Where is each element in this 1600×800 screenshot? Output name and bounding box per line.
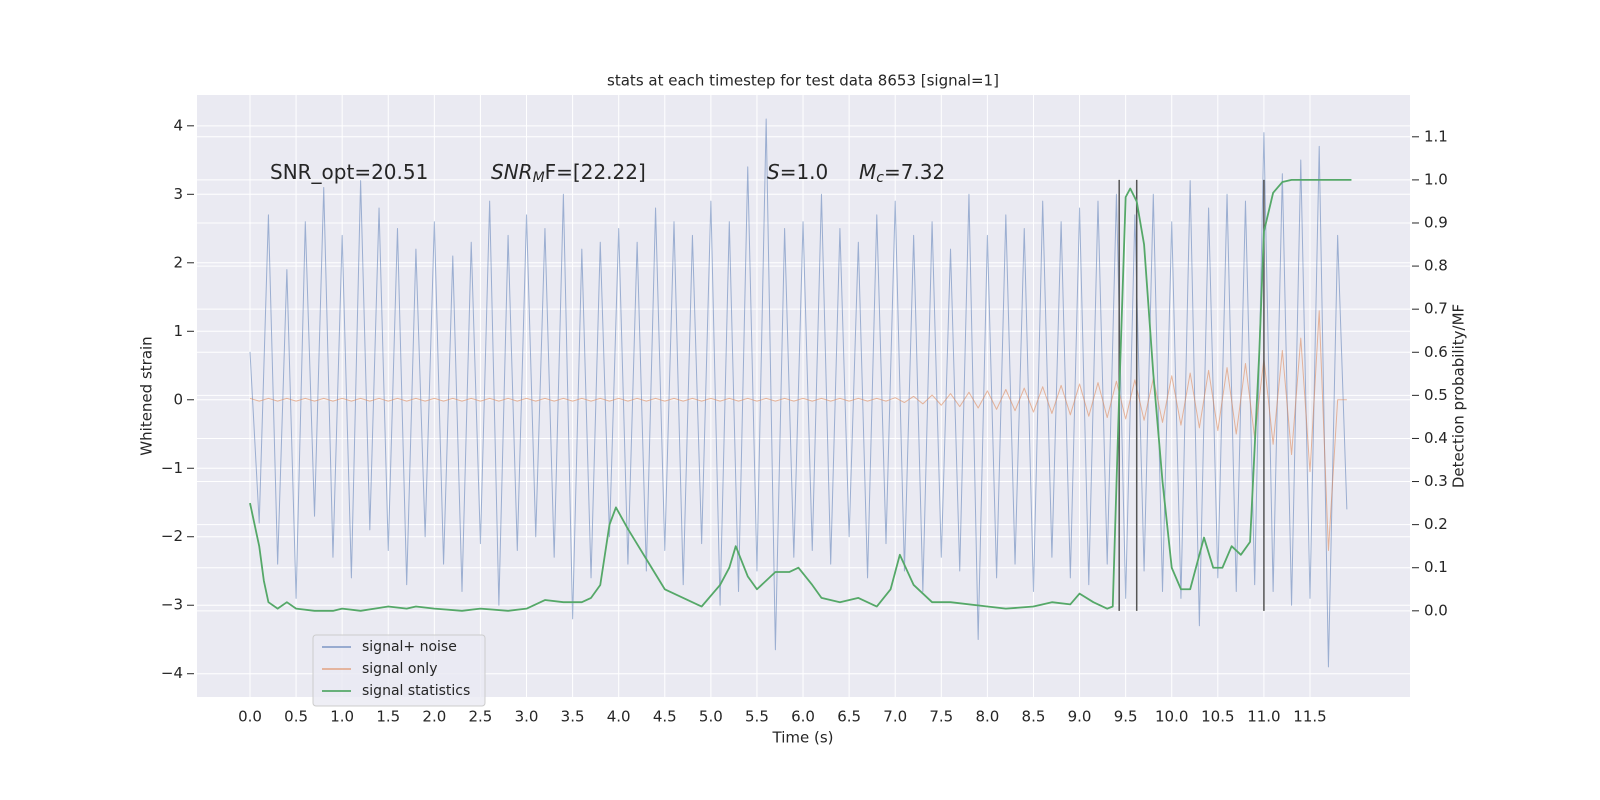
annotation: SNRMF=[22.22] — [491, 160, 646, 187]
chart-title: stats at each timestep for test data 865… — [607, 72, 999, 90]
x-tick-label: 6.5 — [837, 708, 861, 726]
x-tick-label: 7.0 — [883, 708, 907, 726]
x-tick-label: 11.0 — [1247, 708, 1280, 726]
x-tick-label: 5.0 — [699, 708, 723, 726]
annotations: SNR_opt=20.51 SNRMF=[22.22] S=1.0 Mc=7.32 — [270, 160, 945, 187]
y2-tick-label: 0.6 — [1424, 343, 1448, 361]
x-tick-label: 10.0 — [1155, 708, 1188, 726]
y-tick-label: 2 — [173, 253, 183, 271]
y2-tick-label: 0.8 — [1424, 257, 1448, 275]
x-tick-label: 9.5 — [1114, 708, 1138, 726]
annotation-main: S — [767, 160, 780, 184]
annotation: SNR_opt=20.51 — [270, 160, 428, 184]
series-line — [249, 178, 1352, 612]
legend: signal+ noise signal only signal statistic… — [312, 634, 486, 707]
y-axis-label: Whitened strain — [138, 336, 156, 455]
y-tick-label: 4 — [173, 116, 183, 134]
y2-tick-label: 0.0 — [1424, 601, 1448, 619]
x-tick-label: 0.5 — [284, 708, 308, 726]
y-tick-label: 1 — [173, 322, 183, 340]
x-tick-label: 6.0 — [791, 708, 815, 726]
y2-tick-label: 0.2 — [1424, 515, 1448, 533]
marks — [249, 118, 1352, 668]
y2-tick-label: 0.3 — [1424, 472, 1448, 490]
x-axis-label: Time (s) — [772, 729, 834, 747]
annotation-main: SNR_opt=20.51 — [270, 160, 428, 184]
annotation: S=1.0 — [767, 160, 828, 184]
y-tick-label: 0 — [173, 390, 183, 408]
x-tick-label: 7.5 — [929, 708, 953, 726]
x-tick-label: 8.5 — [1022, 708, 1046, 726]
y2-tick-label: 0.4 — [1424, 429, 1448, 447]
annotation-sub: M — [533, 170, 545, 186]
y2-tick-label: 1.1 — [1424, 127, 1448, 145]
y-tick-label: −4 — [161, 664, 183, 682]
annotation-rest: =1.0 — [780, 160, 829, 184]
x-tick-label: 10.5 — [1201, 708, 1234, 726]
x-tick-label: 2.0 — [422, 708, 446, 726]
series-line — [249, 310, 1347, 551]
x-tick-label: 8.0 — [975, 708, 999, 726]
y-tick-label: −3 — [161, 596, 183, 614]
x-tick-label: 4.5 — [653, 708, 677, 726]
annotation-rest: =7.32 — [884, 160, 945, 184]
y-tick-label: −1 — [161, 459, 183, 477]
y2-tick-label: 0.1 — [1424, 558, 1448, 576]
annotation-sub: c — [876, 170, 884, 186]
legend-label: signal+ noise — [362, 639, 457, 655]
x-tick-label: 5.5 — [745, 708, 769, 726]
annotation-main: M — [859, 160, 876, 184]
x-tick-label: 3.0 — [515, 708, 539, 726]
x-tick-label: 0.0 — [238, 708, 262, 726]
y2-axis-label: Detection probability/MF — [1450, 304, 1468, 488]
y2-tick-label: 0.7 — [1424, 300, 1448, 318]
y-tick-label: −2 — [161, 527, 183, 545]
series-line — [249, 118, 1348, 668]
y-tick-label: 3 — [173, 185, 183, 203]
x-tick-label: 3.5 — [561, 708, 585, 726]
x-tick-label: 9.0 — [1068, 708, 1092, 726]
y2-tick-label: 0.5 — [1424, 386, 1448, 404]
y2-tick-label: 1.0 — [1424, 170, 1448, 188]
y2-tick-label: 0.9 — [1424, 213, 1448, 231]
legend-label: signal statistics — [362, 683, 470, 699]
x-tick-label: 1.0 — [330, 708, 354, 726]
axes: 0.0 0.5 1.0 1.5 2.0 2.5 3.0 3.5 4.0 4.5 5.0 5.5 6.0 6… — [161, 116, 1448, 725]
x-tick-label: 1.5 — [376, 708, 400, 726]
x-tick-label: 2.5 — [469, 708, 493, 726]
x-tick-label: 11.5 — [1293, 708, 1326, 726]
annotation-main: SNR — [491, 160, 533, 184]
annotation-rest: F=[22.22] — [545, 160, 646, 184]
x-tick-label: 4.0 — [607, 708, 631, 726]
legend-label: signal only — [362, 661, 437, 677]
annotation: Mc=7.32 — [859, 160, 945, 187]
legend-box — [312, 634, 486, 707]
